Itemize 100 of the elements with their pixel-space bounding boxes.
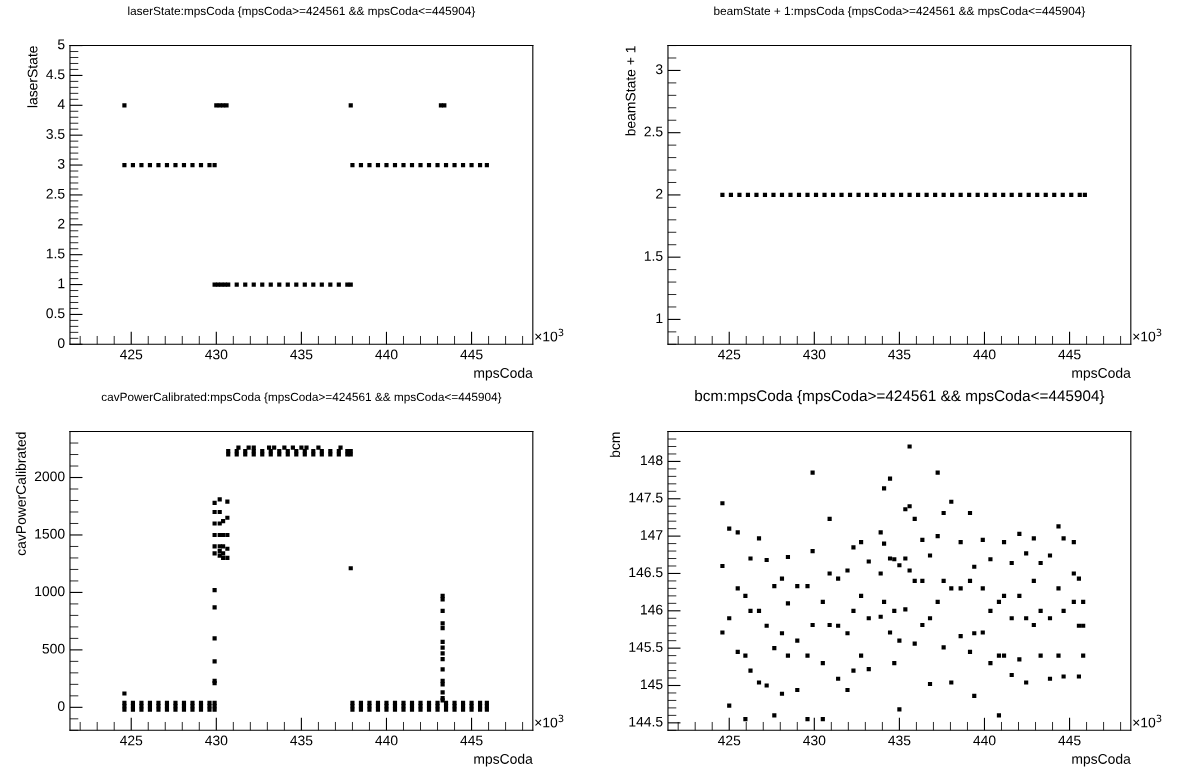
y-axis-title: beamState + 1 bbox=[625, 46, 636, 136]
point bbox=[996, 713, 1002, 718]
point bbox=[212, 509, 217, 515]
point bbox=[1001, 593, 1007, 598]
point bbox=[217, 521, 222, 526]
x-tick-label: 445 bbox=[1058, 735, 1081, 746]
point bbox=[756, 536, 762, 541]
point bbox=[748, 556, 753, 561]
point bbox=[820, 599, 825, 604]
point bbox=[1038, 653, 1043, 658]
point bbox=[212, 500, 217, 505]
point bbox=[268, 282, 273, 287]
point bbox=[949, 680, 954, 685]
point bbox=[212, 162, 217, 168]
point bbox=[735, 649, 740, 654]
point bbox=[881, 541, 887, 546]
point bbox=[212, 544, 217, 549]
y-tick-label: 3.5 bbox=[46, 129, 65, 139]
point bbox=[367, 162, 372, 168]
point bbox=[941, 578, 946, 584]
point bbox=[440, 621, 445, 626]
point bbox=[345, 452, 350, 457]
point bbox=[851, 668, 856, 673]
point bbox=[1009, 672, 1014, 678]
point bbox=[927, 553, 933, 558]
point bbox=[384, 700, 389, 705]
point bbox=[272, 445, 277, 450]
text: ×10$^{3}$ bbox=[535, 714, 564, 728]
x-tick-label: 445 bbox=[460, 349, 483, 360]
point bbox=[866, 559, 871, 564]
point bbox=[311, 452, 316, 457]
point bbox=[1024, 680, 1029, 685]
point bbox=[164, 162, 170, 168]
point bbox=[779, 691, 785, 696]
point bbox=[907, 568, 912, 573]
point bbox=[246, 445, 251, 450]
x-axis-title: mpsCoda bbox=[1072, 367, 1131, 381]
point bbox=[243, 449, 248, 454]
x-tick-label: 430 bbox=[205, 735, 228, 746]
point bbox=[147, 162, 153, 168]
point bbox=[903, 607, 908, 612]
point bbox=[217, 497, 222, 502]
point bbox=[311, 282, 316, 287]
point bbox=[941, 510, 946, 516]
point bbox=[418, 700, 423, 705]
point bbox=[772, 713, 777, 718]
point bbox=[897, 707, 902, 712]
point bbox=[1081, 623, 1086, 628]
point bbox=[795, 687, 800, 693]
point bbox=[907, 504, 912, 509]
point bbox=[1047, 553, 1053, 558]
point bbox=[887, 630, 893, 635]
point bbox=[212, 521, 217, 526]
point bbox=[1038, 608, 1043, 613]
point bbox=[409, 162, 415, 168]
point bbox=[845, 631, 850, 636]
point bbox=[294, 282, 299, 287]
point bbox=[820, 661, 825, 666]
point bbox=[221, 532, 226, 538]
chart-title: cavPowerCalibrated:mpsCoda {mpsCoda>=424561 && mpsCoda<=445904} bbox=[101, 392, 502, 404]
point bbox=[440, 597, 445, 602]
text: ×10$^{3}$ bbox=[1133, 328, 1162, 342]
point bbox=[972, 631, 977, 636]
y-axis-title: bcm bbox=[609, 432, 621, 457]
point bbox=[375, 162, 381, 168]
point bbox=[845, 568, 850, 573]
point bbox=[1009, 616, 1014, 621]
point bbox=[810, 470, 815, 475]
point bbox=[338, 445, 343, 450]
y-tick-label: 0 bbox=[57, 701, 65, 712]
x-tick-label: 425 bbox=[717, 735, 741, 746]
point bbox=[1017, 531, 1022, 536]
point bbox=[851, 545, 856, 550]
point bbox=[251, 282, 256, 287]
point bbox=[810, 622, 815, 628]
point bbox=[764, 623, 769, 628]
point bbox=[225, 546, 230, 551]
y-tick-label: 1.5 bbox=[644, 251, 663, 261]
x-tick-label: 440 bbox=[375, 735, 398, 746]
point bbox=[920, 622, 925, 628]
point bbox=[878, 614, 883, 619]
point bbox=[1031, 578, 1036, 584]
point bbox=[426, 162, 432, 168]
point bbox=[181, 162, 187, 168]
point bbox=[392, 162, 398, 168]
point bbox=[1061, 674, 1066, 679]
point bbox=[122, 700, 127, 705]
point bbox=[735, 586, 740, 591]
point bbox=[212, 532, 217, 538]
point bbox=[164, 700, 170, 705]
point bbox=[1071, 599, 1076, 604]
point bbox=[348, 449, 353, 454]
point bbox=[221, 551, 226, 556]
point bbox=[260, 449, 265, 454]
point bbox=[1001, 653, 1007, 658]
point bbox=[1076, 623, 1081, 628]
point bbox=[122, 103, 127, 108]
point bbox=[139, 162, 144, 168]
point bbox=[484, 162, 489, 168]
point bbox=[980, 537, 985, 542]
